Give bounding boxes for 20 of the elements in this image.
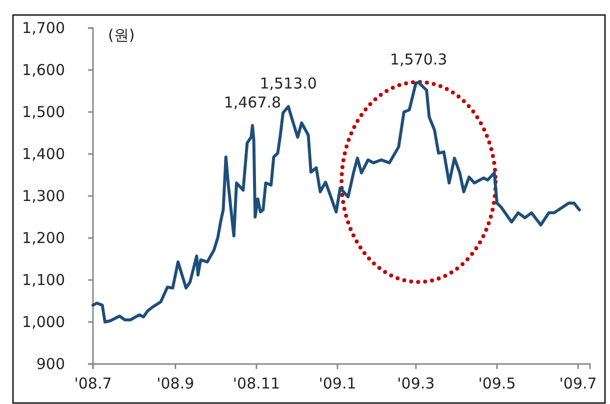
y-tick-label: 900 xyxy=(36,354,65,373)
y-tick-label: 1,200 xyxy=(22,228,65,247)
y-tick-label: 1,500 xyxy=(22,102,65,121)
y-tick-label: 1,300 xyxy=(22,186,65,205)
y-tick-label: 1,400 xyxy=(22,144,65,163)
annotation: 1,513.0 xyxy=(260,74,317,93)
annotation: 1,570.3 xyxy=(390,50,448,68)
x-tick-label: '09.3 xyxy=(397,374,435,392)
x-tick-label: '09.7 xyxy=(559,374,597,392)
annotation: 1,467.8 xyxy=(224,94,282,112)
x-tick-label: '09.1 xyxy=(318,374,356,392)
y-tick-label: 1,000 xyxy=(22,312,65,331)
y-tick-label: 1,100 xyxy=(22,270,65,289)
y-axis-title: (원) xyxy=(108,26,135,44)
x-tick-label: '08.9 xyxy=(156,374,194,392)
y-tick-label: 1,600 xyxy=(22,60,65,79)
x-tick-label: '08.7 xyxy=(74,374,112,392)
x-tick-label: '09.5 xyxy=(478,374,516,392)
y-tick-label: 1,700 xyxy=(22,18,65,37)
x-tick-label: '08.11 xyxy=(232,374,280,392)
